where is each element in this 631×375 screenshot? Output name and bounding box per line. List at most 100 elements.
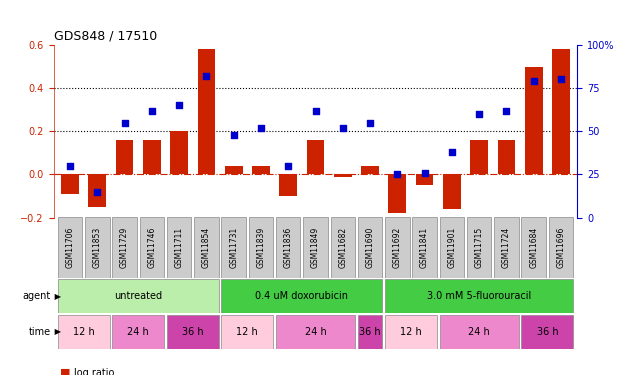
Text: GSM11854: GSM11854 <box>202 227 211 268</box>
Text: agent: agent <box>22 291 50 301</box>
Text: GSM11711: GSM11711 <box>175 227 184 268</box>
Bar <box>440 217 464 278</box>
Text: GSM11901: GSM11901 <box>447 227 456 268</box>
Point <box>502 108 512 114</box>
Bar <box>412 217 437 278</box>
Text: GDS848 / 17510: GDS848 / 17510 <box>54 30 157 42</box>
Point <box>474 111 484 117</box>
Bar <box>276 217 300 278</box>
Bar <box>334 174 351 177</box>
Bar <box>304 217 327 278</box>
Text: GSM11746: GSM11746 <box>147 227 156 268</box>
Point <box>338 125 348 131</box>
Text: GSM11849: GSM11849 <box>311 227 320 268</box>
Bar <box>280 174 297 196</box>
Bar <box>276 315 355 349</box>
Bar <box>525 67 543 174</box>
Bar <box>112 217 137 278</box>
Bar <box>143 140 161 174</box>
Bar <box>467 217 492 278</box>
Point <box>310 108 321 114</box>
Point <box>556 76 566 82</box>
Text: 12 h: 12 h <box>237 327 258 337</box>
Bar <box>221 217 246 278</box>
Bar <box>112 315 164 349</box>
Point <box>119 120 129 126</box>
Point <box>392 171 403 177</box>
Point <box>201 73 211 79</box>
Point <box>92 189 102 195</box>
Text: time: time <box>28 327 50 337</box>
Text: 3.0 mM 5-fluorouracil: 3.0 mM 5-fluorouracil <box>427 291 531 301</box>
Text: 12 h: 12 h <box>400 327 422 337</box>
Bar <box>88 174 106 207</box>
Bar <box>221 279 382 313</box>
Bar <box>498 140 516 174</box>
Bar <box>552 50 570 174</box>
Bar <box>470 140 488 174</box>
Text: 24 h: 24 h <box>127 327 149 337</box>
Bar <box>61 174 79 194</box>
Bar <box>358 217 382 278</box>
Text: GSM11836: GSM11836 <box>284 227 293 268</box>
Text: ▶: ▶ <box>52 292 61 301</box>
Point <box>256 125 266 131</box>
Text: 36 h: 36 h <box>182 327 204 337</box>
Text: ■: ■ <box>60 368 71 375</box>
Bar <box>167 315 219 349</box>
Bar <box>221 315 273 349</box>
Point <box>283 163 293 169</box>
Bar <box>549 217 574 278</box>
Text: GSM11715: GSM11715 <box>475 227 484 268</box>
Text: GSM11839: GSM11839 <box>256 227 266 268</box>
Text: 12 h: 12 h <box>73 327 95 337</box>
Text: GSM11853: GSM11853 <box>93 227 102 268</box>
Bar <box>331 217 355 278</box>
Text: ▶: ▶ <box>52 327 61 336</box>
Text: GSM11684: GSM11684 <box>529 227 538 268</box>
Text: GSM11706: GSM11706 <box>66 227 74 268</box>
Bar <box>252 166 270 174</box>
Bar <box>85 217 110 278</box>
Text: 24 h: 24 h <box>305 327 326 337</box>
Bar <box>57 279 219 313</box>
Bar <box>57 315 110 349</box>
Bar <box>170 131 188 174</box>
Bar <box>385 315 437 349</box>
Bar <box>416 174 433 185</box>
Bar <box>521 217 546 278</box>
Point <box>447 149 457 155</box>
Text: GSM11731: GSM11731 <box>229 227 238 268</box>
Bar <box>198 50 215 174</box>
Text: GSM11692: GSM11692 <box>393 227 402 268</box>
Bar <box>358 315 382 349</box>
Bar <box>494 217 519 278</box>
Bar <box>440 315 519 349</box>
Bar <box>389 174 406 213</box>
Bar <box>249 217 273 278</box>
Text: GSM11729: GSM11729 <box>120 227 129 268</box>
Text: log ratio: log ratio <box>74 368 114 375</box>
Text: GSM11690: GSM11690 <box>365 227 375 268</box>
Bar <box>443 174 461 209</box>
Bar <box>385 279 574 313</box>
Point <box>420 170 430 176</box>
Bar <box>361 166 379 174</box>
Bar <box>57 217 82 278</box>
Bar <box>225 166 242 174</box>
Bar <box>115 140 133 174</box>
Text: 24 h: 24 h <box>468 327 490 337</box>
Text: untreated: untreated <box>114 291 162 301</box>
Bar <box>167 217 191 278</box>
Bar <box>385 217 410 278</box>
Point <box>228 132 239 138</box>
Text: GSM11682: GSM11682 <box>338 227 347 268</box>
Text: 0.4 uM doxorubicin: 0.4 uM doxorubicin <box>256 291 348 301</box>
Point <box>529 78 539 84</box>
Text: GSM11841: GSM11841 <box>420 227 429 268</box>
Text: 36 h: 36 h <box>359 327 381 337</box>
Bar <box>307 140 324 174</box>
Point <box>174 102 184 108</box>
Point <box>147 108 157 114</box>
Text: GSM11724: GSM11724 <box>502 227 511 268</box>
